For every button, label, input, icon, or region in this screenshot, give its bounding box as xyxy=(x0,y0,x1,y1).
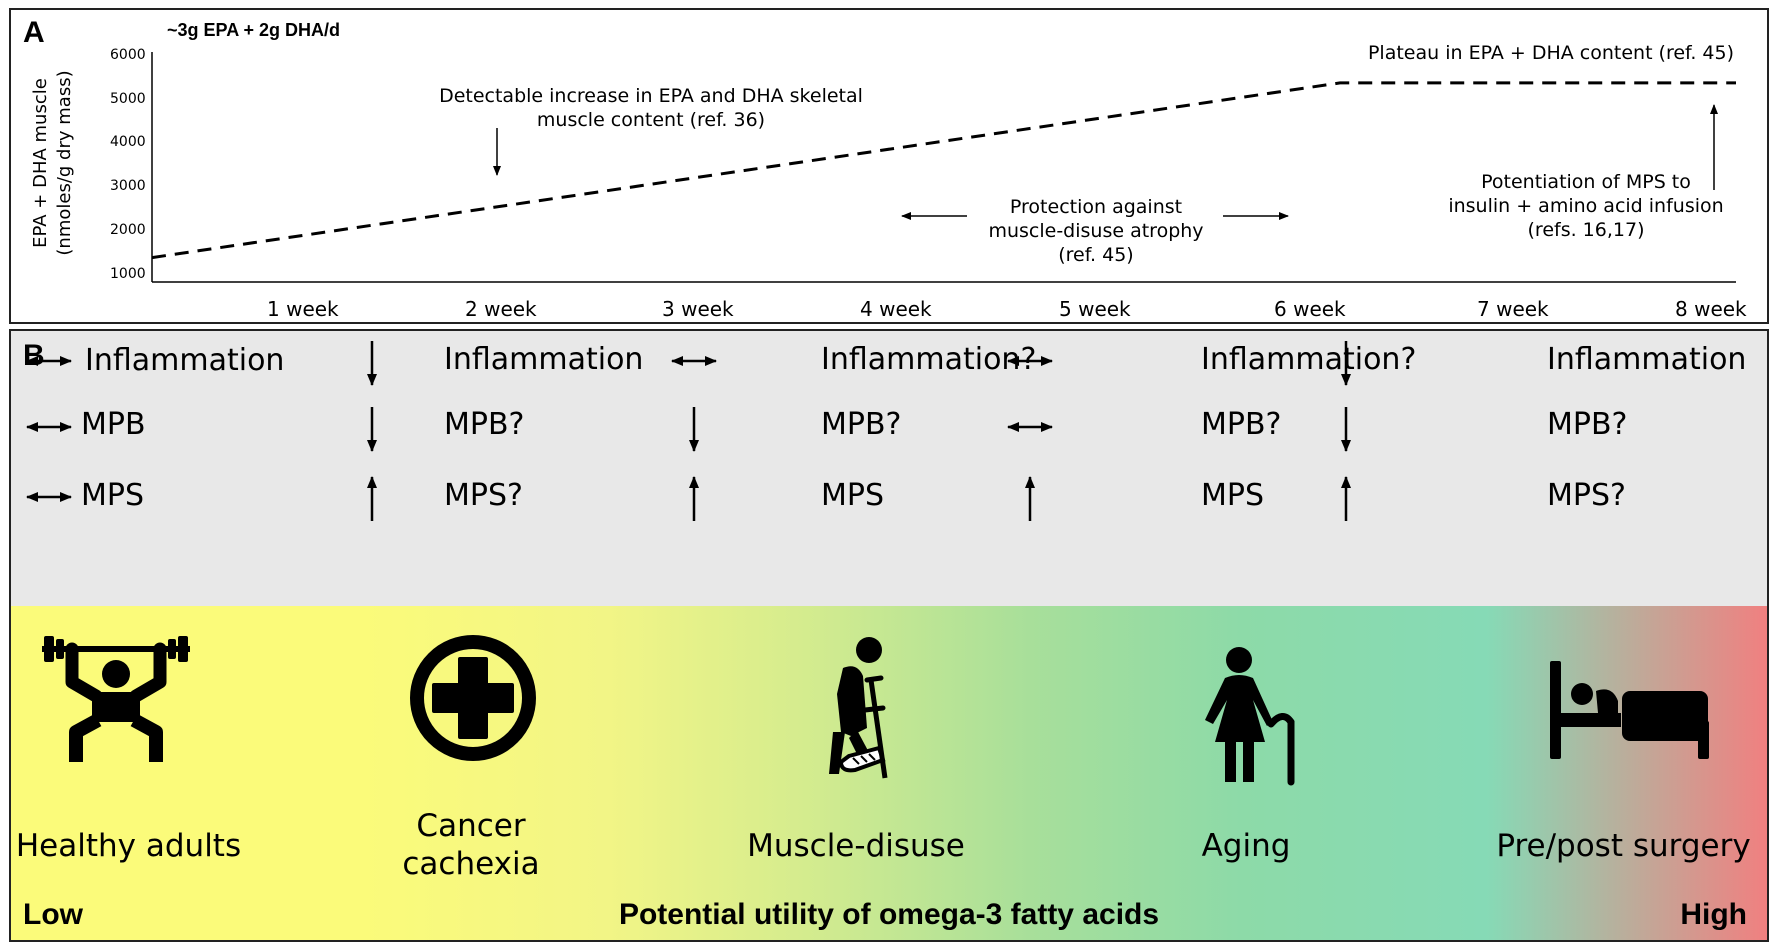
panel-a: A ~3g EPA + 2g DHA/d EPA + DHA muscle (n… xyxy=(9,8,1769,324)
x-tick-week-3: 3 week xyxy=(662,297,734,321)
effect-mpb: MPB? xyxy=(821,407,902,442)
effect-mpb: MPB? xyxy=(1547,407,1628,442)
group-name-muscle-disuse: Muscle-disuse xyxy=(747,828,965,864)
series-line-epa-dha xyxy=(151,81,1736,260)
effect-inflammation: Inflammation xyxy=(444,342,644,377)
x-tick-week-1: 1 week xyxy=(267,297,339,321)
y-tick: 6000 xyxy=(110,47,146,63)
scale-high-label: High xyxy=(1680,898,1747,931)
x-tick-week-8: 8 week xyxy=(1675,297,1747,321)
x-tick-week-6: 6 week xyxy=(1274,297,1346,321)
effect-inflammation: Inflammation? xyxy=(1201,342,1417,377)
effect-inflammation: Inflammation xyxy=(1547,342,1747,377)
medical-cross-icon xyxy=(410,635,536,761)
scale-low-label: Low xyxy=(23,898,83,931)
panel-a-label: A xyxy=(23,16,45,49)
y-tick: 2000 xyxy=(110,222,146,238)
panel-b: B Inflammation MPB MPS Inflammation MPB?… xyxy=(9,329,1769,942)
group-name-healthy-adults: Healthy adults xyxy=(15,828,242,864)
effect-arrows xyxy=(26,341,1351,521)
effect-mps: MPS xyxy=(821,478,885,513)
utility-gradient xyxy=(11,606,1767,940)
effect-inflammation: Inflammation? xyxy=(821,342,1037,377)
x-tick-week-2: 2 week xyxy=(465,297,537,321)
x-tick-week-4: 4 week xyxy=(860,297,932,321)
y-tick: 5000 xyxy=(110,91,146,107)
effect-mps: MPS xyxy=(1201,478,1265,513)
effects-area xyxy=(11,331,1767,606)
elderly-person-cane-icon xyxy=(1205,647,1295,786)
effect-mps: MPS? xyxy=(1547,478,1626,513)
group-name-cancer-cachexia: Cancer cachexia xyxy=(402,808,540,882)
effect-mps: MPS xyxy=(81,478,145,513)
y-axis-label-line2: (nmoles/g dry mass) xyxy=(54,70,75,256)
effect-mpb: MPB? xyxy=(444,407,525,442)
group-name-aging: Aging xyxy=(1201,828,1291,864)
hospital-bed-icon xyxy=(1550,661,1709,759)
effect-mpb: MPB? xyxy=(1201,407,1282,442)
y-tick: 3000 xyxy=(110,178,146,194)
x-tick-week-7: 7 week xyxy=(1477,297,1549,321)
effect-inflammation: Inflammation xyxy=(85,343,285,378)
annotation-mps-potentiation: Potentiation of MPS to insulin + amino a… xyxy=(1448,171,1724,241)
x-tick-week-5: 5 week xyxy=(1059,297,1131,321)
y-tick: 4000 xyxy=(110,134,146,150)
group-name-pre-post-surgery: Pre/post surgery xyxy=(1496,828,1751,864)
crutch-cast-person-icon xyxy=(829,637,888,779)
weightlifter-icon xyxy=(42,636,190,762)
panel-b-label: B xyxy=(23,339,45,372)
y-axis-label: EPA + DHA muscle (nmoles/g dry mass) xyxy=(29,38,83,288)
effect-mpb: MPB xyxy=(81,407,146,442)
panel-a-chart xyxy=(151,52,1736,283)
annotation-protection: Protection against muscle-disuse atrophy… xyxy=(988,196,1204,266)
annotation-increase: Detectable increase in EPA and DHA skele… xyxy=(439,85,863,131)
y-axis-label-line1: EPA + DHA muscle xyxy=(30,78,51,248)
y-tick: 1000 xyxy=(110,266,146,282)
dose-label: ~3g EPA + 2g DHA/d xyxy=(167,20,341,40)
effect-mps: MPS? xyxy=(444,478,523,513)
utility-label: Potential utility of omega-3 fatty acids xyxy=(618,898,1160,931)
annotation-plateau: Plateau in EPA + DHA content (ref. 45) xyxy=(1367,42,1735,64)
